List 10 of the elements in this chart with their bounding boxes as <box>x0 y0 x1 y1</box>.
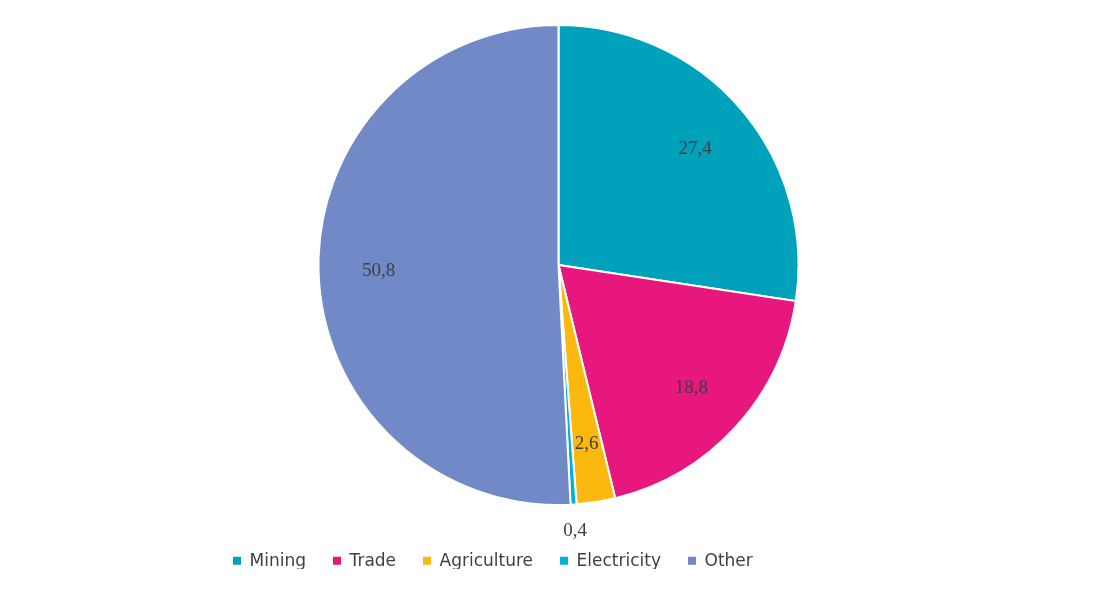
data-label: 0,4 <box>563 519 588 541</box>
legend-label: Agriculture <box>439 549 533 570</box>
legend-label: Electricity <box>576 549 661 570</box>
data-label: 50,8 <box>361 258 396 280</box>
legend-label: Mining <box>249 549 306 570</box>
data-label: 27,4 <box>678 136 713 158</box>
legend-label: Trade <box>348 549 397 570</box>
data-label: 2,6 <box>574 431 599 453</box>
legend-label: Other <box>704 549 753 570</box>
data-label: 18,8 <box>674 375 708 397</box>
